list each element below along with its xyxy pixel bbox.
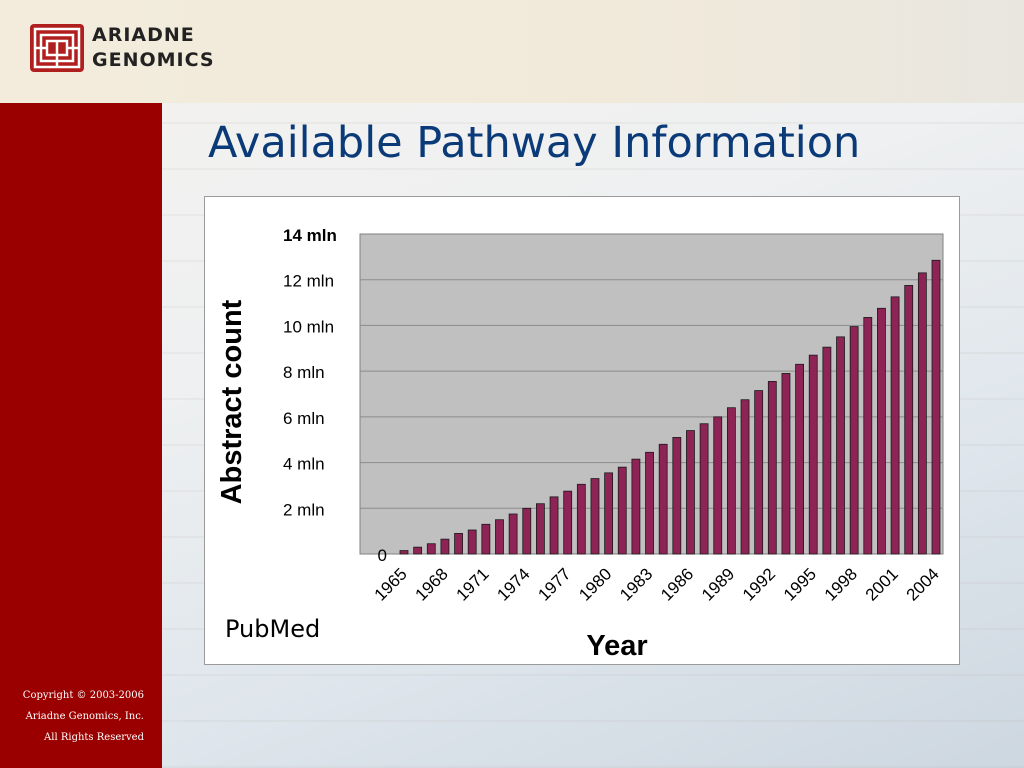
x-tick-label: 1980 — [575, 564, 615, 604]
y-tick-label: 6 mln — [283, 409, 325, 428]
bar-1978 — [576, 483, 586, 555]
bar-series — [399, 259, 941, 555]
bar-1984 — [658, 443, 668, 555]
x-tick-label: 1965 — [371, 564, 411, 604]
x-tick-label: 1968 — [412, 564, 452, 604]
bar-1980 — [604, 472, 614, 555]
y-tick-label: 4 mln — [283, 455, 325, 474]
y-tick-label: 12 mln — [283, 272, 334, 291]
bar-1965 — [399, 550, 409, 555]
x-tick-label: 1992 — [739, 564, 779, 604]
bar-1974 — [522, 507, 532, 555]
bar-1992 — [767, 381, 777, 555]
x-tick-label: 2004 — [903, 564, 943, 604]
company-logo: ARIADNE GENOMICS — [30, 22, 240, 74]
bar-1995 — [808, 354, 818, 555]
bar-1986 — [686, 430, 695, 555]
x-axis-label: Year — [586, 630, 647, 662]
data-source-label: PubMed — [225, 615, 321, 643]
bar-1988 — [713, 416, 723, 555]
header-band: ARIADNE GENOMICS — [0, 0, 1024, 103]
x-tick-label: 1974 — [493, 564, 533, 604]
y-axis-label: Abstract count — [216, 299, 248, 504]
copyright-line-1: Copyright © 2003-2006 — [22, 690, 144, 701]
bar-2000 — [877, 307, 886, 555]
bar-2001 — [890, 296, 900, 555]
bar-1968 — [440, 538, 450, 555]
bar-1983 — [645, 451, 654, 555]
y-tick-label: 10 mln — [283, 317, 334, 336]
x-tick-label: 1971 — [452, 564, 492, 604]
bar-1989 — [726, 407, 736, 555]
bar-1972 — [495, 519, 504, 555]
y-tick-label: 0 — [378, 546, 387, 565]
bar-1990 — [740, 399, 750, 555]
y-tick-label: 8 mln — [283, 363, 325, 382]
bar-1996 — [822, 346, 832, 555]
x-tick-label: 1995 — [780, 564, 820, 604]
bar-1969 — [454, 533, 463, 555]
bar-1993 — [781, 373, 791, 555]
x-tick-label: 1977 — [534, 564, 574, 604]
bar-1967 — [426, 543, 436, 555]
copyright-line-3: All Rights Reserved — [44, 732, 144, 743]
bar-2004 — [931, 259, 941, 555]
bar-1991 — [754, 390, 764, 555]
bar-1985 — [672, 437, 682, 555]
bar-1997 — [836, 336, 845, 555]
x-tick-label: 1989 — [698, 564, 738, 604]
logo-text-line-2: GENOMICS — [92, 49, 215, 71]
bar-1987 — [699, 423, 709, 555]
logo-text-line-1: ARIADNE — [92, 24, 195, 46]
bar-2002 — [904, 285, 914, 555]
bar-1970 — [467, 529, 477, 555]
bar-1966 — [413, 546, 423, 555]
bar-1971 — [481, 523, 491, 555]
bar-1973 — [508, 513, 518, 555]
labyrinth-logo-icon — [30, 24, 84, 72]
x-tick-label: 1986 — [657, 564, 697, 604]
bar-1981 — [617, 466, 627, 555]
bar-1976 — [549, 496, 559, 555]
bar-1998 — [849, 326, 859, 555]
bar-2003 — [917, 272, 927, 555]
bar-1975 — [536, 503, 545, 555]
y-tick-label: 14 mln — [283, 226, 337, 245]
x-tick-label: 1983 — [616, 564, 656, 604]
bar-1977 — [563, 490, 573, 555]
x-tick-label: 1998 — [821, 564, 861, 604]
bar-1994 — [795, 363, 804, 555]
copyright-notice: Copyright © 2003-2006 Ariadne Genomics, … — [23, 685, 144, 748]
sidebar-band: Copyright © 2003-2006 Ariadne Genomics, … — [0, 103, 162, 768]
copyright-line-2: Ariadne Genomics, Inc. — [25, 711, 144, 722]
x-tick-label: 2001 — [862, 564, 902, 604]
y-tick-labels: 0 2 mln 4 mln 6 mln 8 mln 10 mln 12 mln 14 mln — [283, 226, 387, 565]
bar-1982 — [631, 458, 641, 555]
bar-1999 — [863, 317, 873, 555]
slide-title: Available Pathway Information — [208, 118, 861, 168]
bar-1979 — [590, 478, 600, 555]
y-tick-label: 2 mln — [283, 500, 325, 519]
x-tick-labels: 1965 1968 1971 1974 1977 1980 1983 1986 1989 1992… — [371, 564, 943, 604]
